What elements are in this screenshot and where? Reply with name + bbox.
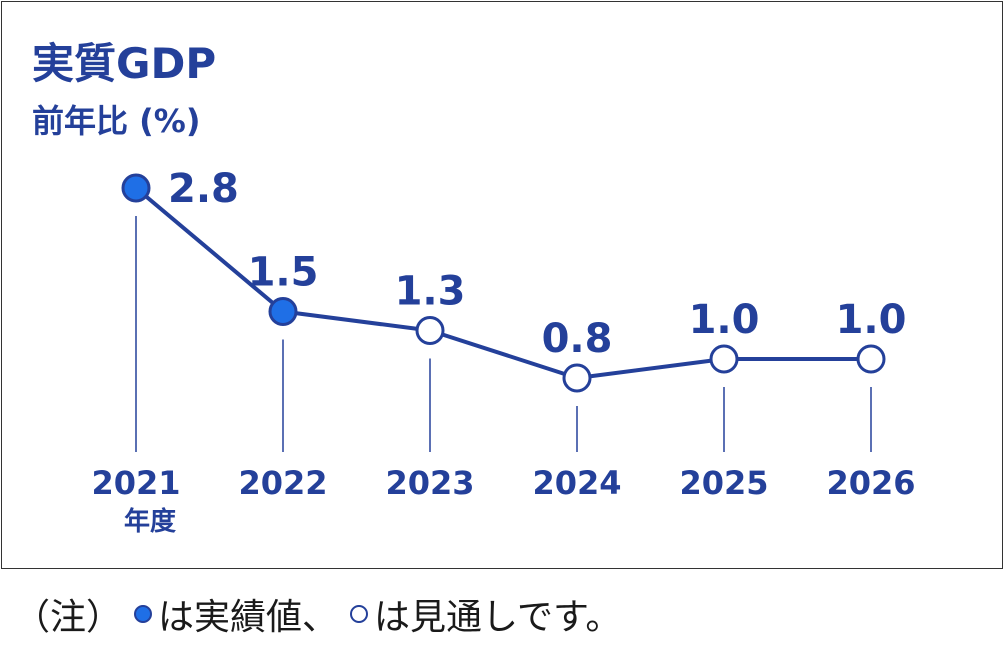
- x-tick-label-2023: 2023: [385, 464, 474, 502]
- actual-marker-icon: [134, 605, 153, 623]
- actual-point-2022: [268, 297, 298, 326]
- footnote: （注） は実績値、 は見通しです。: [14, 592, 621, 638]
- x-axis-unit-label: 年度: [124, 506, 176, 537]
- forecast-marker-icon: [350, 605, 369, 623]
- value-label-2021: 2.8: [168, 166, 239, 212]
- actual-point-2021: [121, 173, 151, 203]
- forecast-point-2025: [709, 344, 739, 374]
- x-tick-label-2022: 2022: [238, 464, 327, 502]
- x-tick-label-2026: 2026: [826, 464, 915, 502]
- x-tick-label-2025: 2025: [679, 464, 768, 502]
- value-label-2022: 1.5: [248, 250, 319, 296]
- footnote-forecast-text: は見通しです。: [374, 597, 622, 638]
- forecast-point-2026: [856, 344, 886, 374]
- value-label-2026: 1.0: [836, 297, 907, 343]
- value-label-2025: 1.0: [689, 297, 760, 343]
- chart-frame: [1, 1, 1003, 569]
- forecast-point-2024: [562, 363, 592, 393]
- value-label-2024: 0.8: [542, 316, 613, 362]
- y-axis-label: 前年比 (%): [32, 102, 201, 140]
- x-tick-label-2024: 2024: [532, 464, 621, 502]
- footnote-prefix: （注）: [14, 597, 123, 638]
- value-label-2023: 1.3: [395, 269, 466, 315]
- x-tick-label-2021: 2021: [91, 464, 180, 502]
- series-line: [134, 186, 871, 380]
- chart-title: 実質GDP: [32, 39, 217, 88]
- gdp-line-chart: 2.81.5 1.3 0.8 1.0 1.0 2021 2022 2023 2024 2025 2…: [91, 166, 915, 537]
- footnote-actual-text: は実績値、: [158, 597, 339, 638]
- forecast-point-2023: [415, 316, 445, 345]
